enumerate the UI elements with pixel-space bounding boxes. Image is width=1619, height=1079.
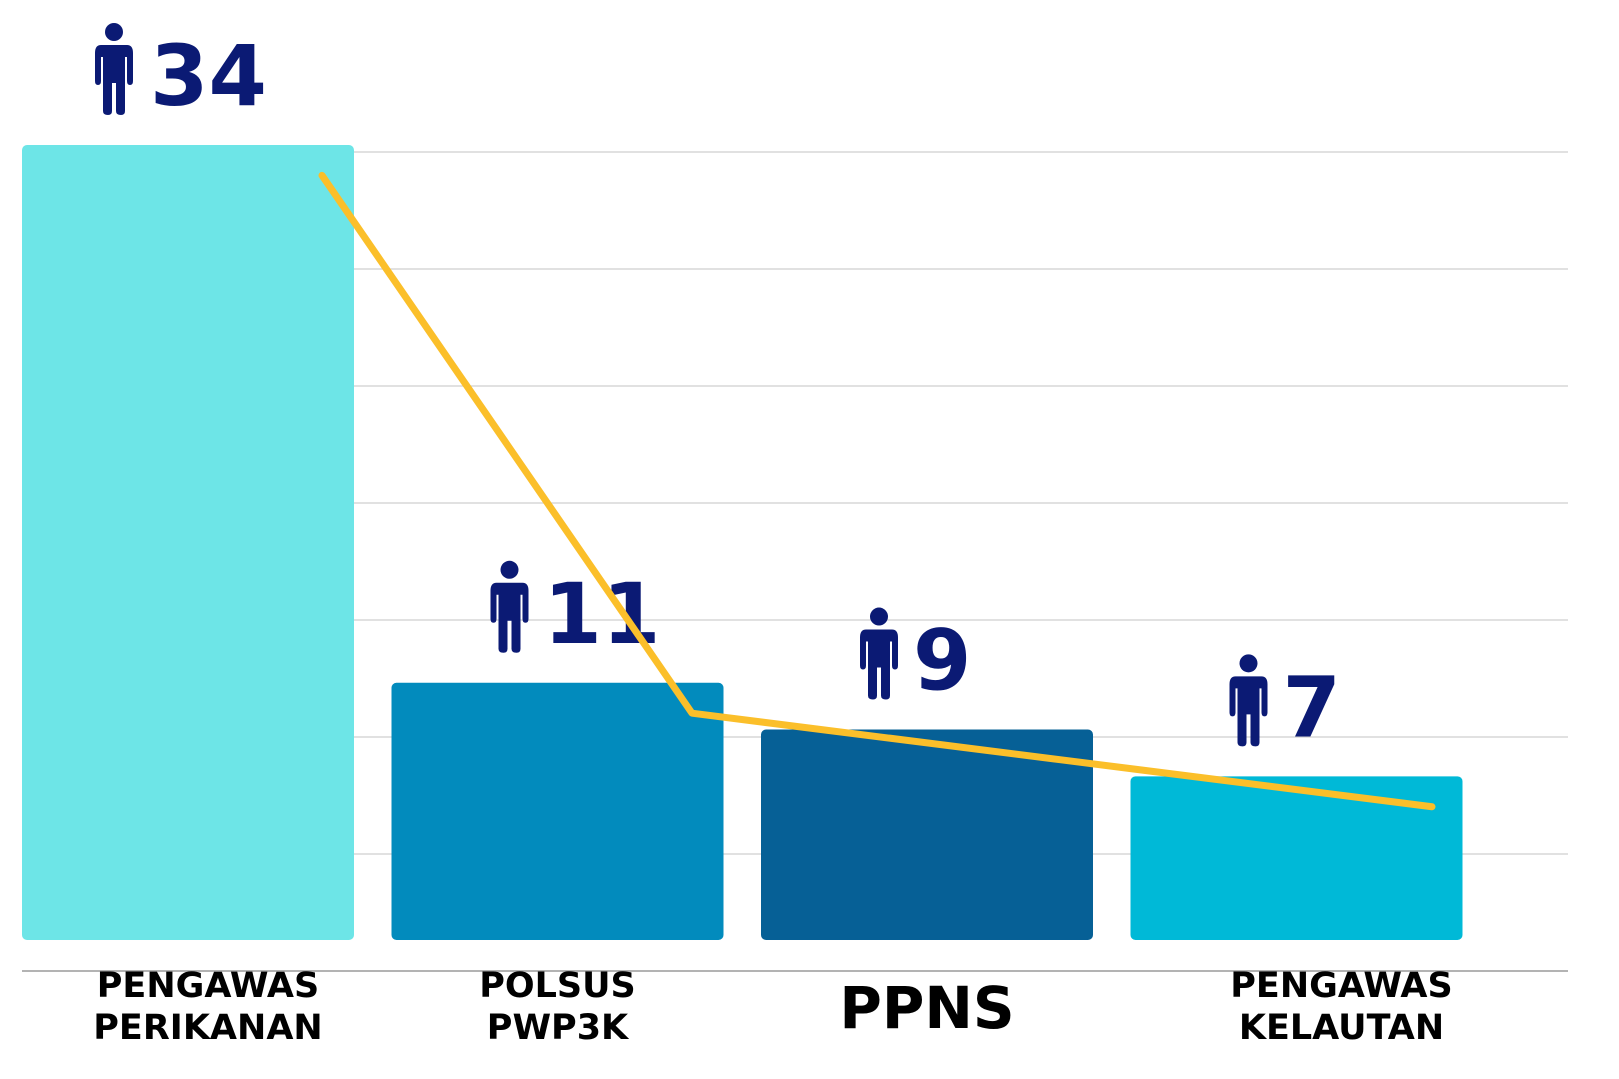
icon-head: [500, 560, 519, 579]
x-tick-label: POLSUS: [479, 966, 636, 1006]
icon-body: [860, 629, 898, 700]
icon-body: [1229, 676, 1268, 747]
x-tick-label: PERIKANAN: [93, 1008, 322, 1048]
trend-line: [318, 171, 1436, 811]
value-label: 9: [913, 612, 971, 710]
icon-body: [95, 45, 133, 115]
person-icon: [860, 607, 898, 700]
person-icon: [95, 23, 133, 115]
bar: [1130, 776, 1463, 940]
bar: [761, 729, 1093, 940]
icon-head: [870, 607, 888, 626]
x-tick-label: PPNS: [839, 974, 1014, 1042]
x-tick-label: KELAUTAN: [1239, 1008, 1444, 1048]
bar: [391, 682, 724, 940]
x-tick-label: PENGAWAS: [97, 966, 319, 1006]
x-tick-label: PWP3K: [487, 1008, 630, 1048]
icon-head: [1239, 654, 1258, 673]
value-label: 34: [150, 27, 267, 125]
icon-head: [105, 23, 123, 41]
icon-body: [490, 582, 529, 653]
person-icon: [490, 560, 529, 653]
x-tick-label: PENGAWAS: [1230, 966, 1452, 1006]
person-icon: [1229, 654, 1268, 747]
bar: [22, 145, 354, 940]
value-label: 7: [1283, 658, 1341, 756]
